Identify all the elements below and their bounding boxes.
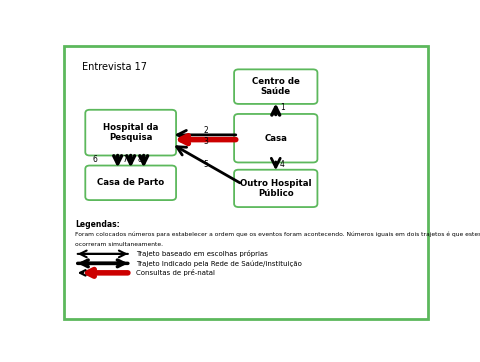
Text: Consultas de pré-natal: Consultas de pré-natal bbox=[136, 269, 215, 276]
Text: 6: 6 bbox=[93, 155, 97, 164]
Text: Hospital da
Pesquisa: Hospital da Pesquisa bbox=[103, 123, 158, 142]
FancyBboxPatch shape bbox=[85, 110, 176, 156]
FancyBboxPatch shape bbox=[234, 114, 317, 163]
FancyBboxPatch shape bbox=[234, 70, 317, 104]
Text: Trajeto Indicado pela Rede de Saúde/instituição: Trajeto Indicado pela Rede de Saúde/inst… bbox=[136, 260, 302, 267]
Text: 1: 1 bbox=[281, 103, 285, 112]
Text: 7: 7 bbox=[122, 155, 127, 164]
Text: Casa de Parto: Casa de Parto bbox=[97, 178, 164, 187]
Text: 4: 4 bbox=[279, 160, 284, 169]
Text: 8: 8 bbox=[137, 155, 142, 164]
FancyBboxPatch shape bbox=[234, 170, 317, 207]
Text: Entrevista 17: Entrevista 17 bbox=[83, 62, 147, 72]
FancyBboxPatch shape bbox=[64, 46, 428, 319]
Text: ocorreram simultaneamente.: ocorreram simultaneamente. bbox=[75, 241, 163, 247]
Text: Foram colocados números para estabelecer a ordem que os eventos foram acontecend: Foram colocados números para estabelecer… bbox=[75, 231, 480, 236]
Text: 2: 2 bbox=[203, 126, 208, 135]
Text: Outro Hospital
Público: Outro Hospital Público bbox=[240, 179, 312, 198]
Text: 3: 3 bbox=[203, 136, 208, 146]
Text: Legendas:: Legendas: bbox=[75, 220, 120, 230]
Text: 5: 5 bbox=[203, 160, 208, 169]
Text: Centro de
Saúde: Centro de Saúde bbox=[252, 77, 300, 96]
Text: Casa: Casa bbox=[264, 134, 287, 143]
Text: Trajeto baseado em escolhas próprias: Trajeto baseado em escolhas próprias bbox=[136, 251, 268, 257]
FancyBboxPatch shape bbox=[85, 165, 176, 200]
